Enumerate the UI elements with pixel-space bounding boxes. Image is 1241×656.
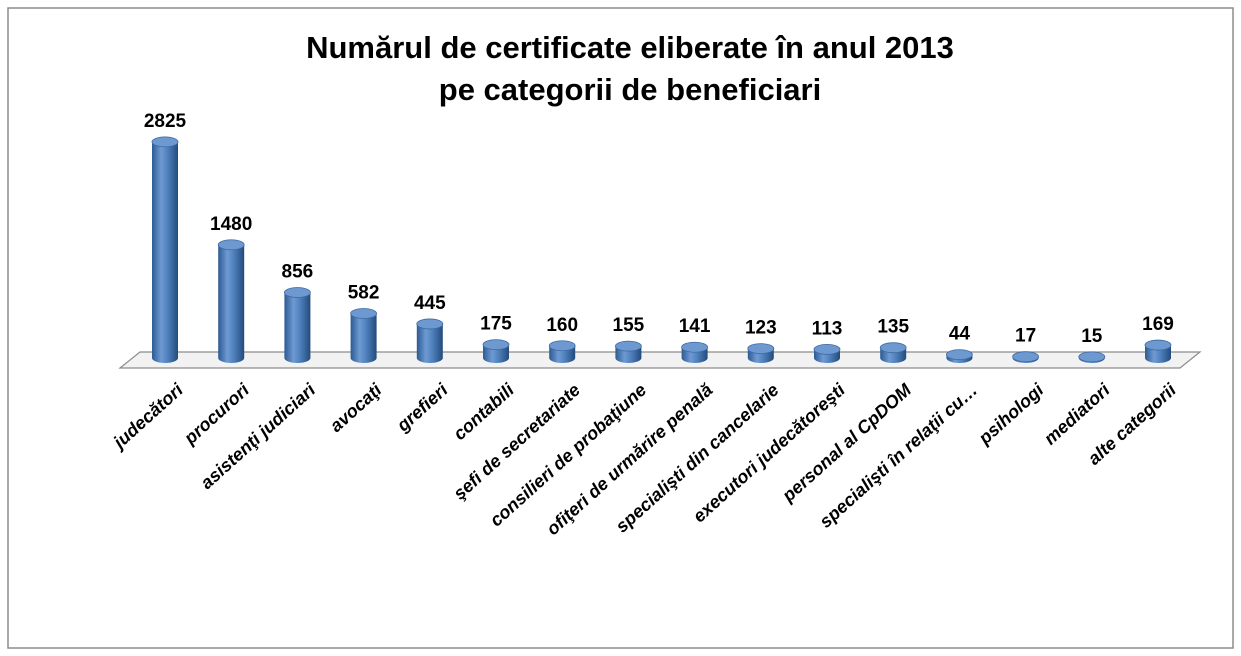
bar: [218, 244, 245, 363]
bar-cap: [548, 340, 576, 352]
bar-cap: [813, 343, 841, 355]
floor: [118, 351, 1202, 369]
bar-cap: [151, 136, 179, 148]
bar-cap: [482, 339, 510, 351]
value-label: 155: [613, 315, 645, 336]
bar-cap: [946, 349, 973, 361]
value-label: 141: [679, 316, 711, 337]
value-label: 169: [1142, 314, 1174, 335]
value-label: 856: [282, 262, 314, 283]
bar-cap: [350, 308, 378, 319]
chart-title: pe categorii de beneficiari: [439, 72, 821, 107]
bar-cap: [615, 340, 642, 352]
value-label: 15: [1081, 326, 1103, 347]
value-label: 2825: [144, 111, 187, 132]
bar-cap: [416, 318, 444, 330]
value-label: 44: [949, 324, 971, 345]
bar-cap: [1078, 351, 1106, 363]
chart-border: [7, 7, 1234, 649]
value-label: 160: [546, 315, 578, 336]
value-label: 175: [480, 314, 512, 335]
bar-cap: [747, 343, 775, 354]
bar-cap: [1012, 351, 1039, 363]
value-label: 113: [812, 318, 843, 339]
bar-cap: [879, 342, 907, 354]
value-label: 123: [745, 318, 777, 339]
bar: [152, 141, 178, 363]
bar-cap: [283, 287, 311, 298]
bar-cap: [1144, 339, 1172, 351]
bar-cap: [681, 341, 708, 353]
value-label: 17: [1015, 326, 1036, 347]
value-label: 135: [877, 317, 909, 338]
bar-cap: [217, 239, 245, 251]
chart-title: Numărul de certificate eliberate în anul…: [306, 30, 954, 65]
value-label: 1480: [210, 214, 252, 235]
value-label: 582: [348, 282, 380, 303]
bar: [350, 313, 377, 363]
bar: [416, 323, 443, 363]
value-label: 445: [414, 293, 446, 314]
bar: [284, 292, 311, 363]
